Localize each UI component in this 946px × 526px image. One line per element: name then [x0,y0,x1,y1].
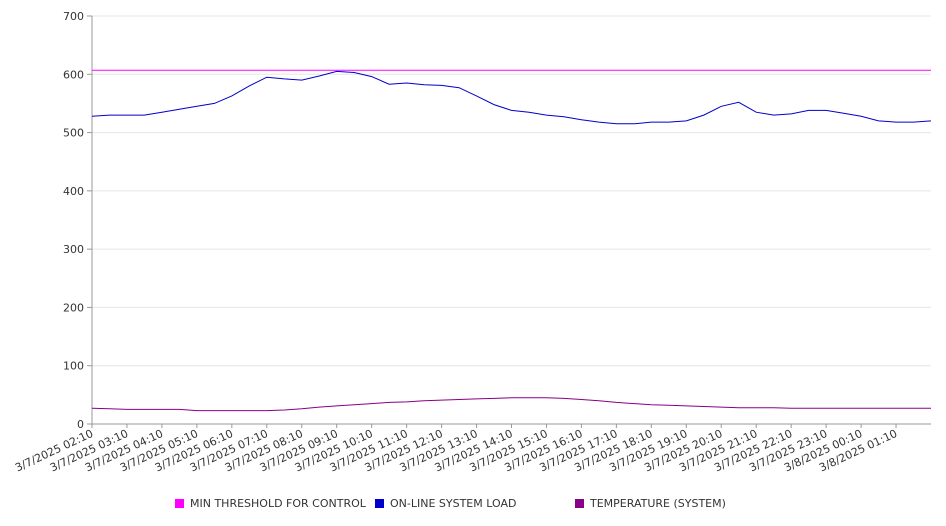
series-line-temperature-system [91,397,931,412]
legend-item-threshold[interactable]: MIN THRESHOLD FOR CONTROL [175,497,366,510]
legend-swatch-temperature [575,499,584,508]
x-axis-ticks: 3/7/2025 02:103/7/2025 03:103/7/2025 04:… [13,424,899,474]
y-axis-ticks: 0 100 200 300 400 500 600 700 [63,10,92,431]
legend-swatch-system-load [375,499,384,508]
y-tick-label: 300 [63,243,84,256]
legend-item-system-load[interactable]: ON-LINE SYSTEM LOAD [375,497,516,510]
series-line-on-line-system-load [91,70,932,125]
legend-swatch-threshold [175,499,184,508]
y-tick-label: 100 [63,360,84,373]
legend-label-threshold: MIN THRESHOLD FOR CONTROL [190,497,366,510]
legend-item-temperature[interactable]: TEMPERATURE (SYSTEM) [575,497,726,510]
y-tick-label: 600 [63,68,84,81]
y-tick-label: 200 [63,301,84,314]
y-tick-label: 400 [63,185,84,198]
y-tick-label: 500 [63,127,84,140]
axes [91,16,931,425]
y-tick-label: 700 [63,10,84,23]
grid-lines [92,15,931,367]
legend-label-temperature: TEMPERATURE (SYSTEM) [590,497,726,510]
y-tick-label: 0 [77,418,84,431]
series-lines [91,69,932,412]
legend-label-system-load: ON-LINE SYSTEM LOAD [390,497,517,510]
legend: MIN THRESHOLD FOR CONTROL ON-LINE SYSTEM… [0,497,946,515]
